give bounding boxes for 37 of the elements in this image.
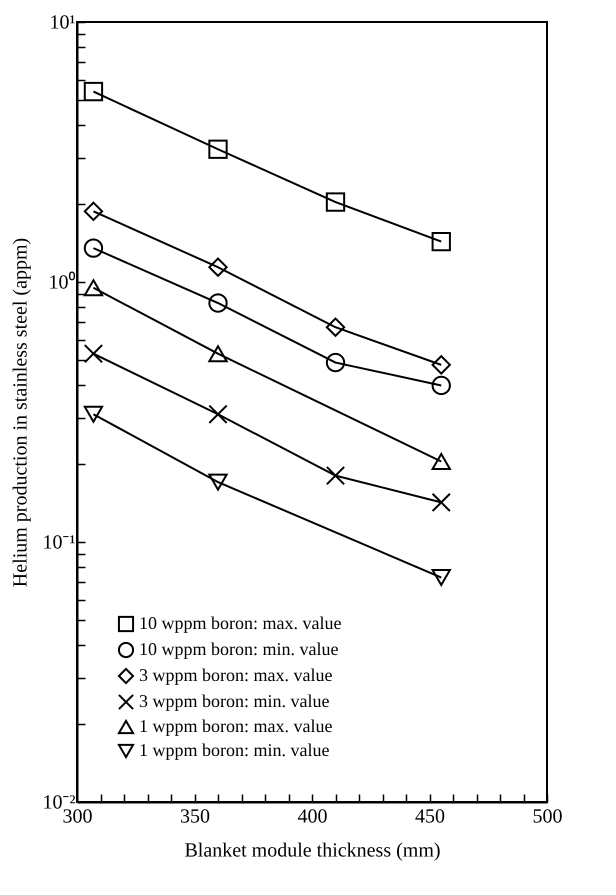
point	[208, 258, 228, 277]
point	[84, 82, 104, 102]
y-tick-label: 10⁰	[48, 270, 76, 294]
legend-label: 10 wppm boron: min. value	[139, 639, 338, 659]
legend-label: 3 wppm boron: max. value	[139, 665, 332, 685]
x-tick-label: 350	[180, 806, 210, 828]
x-tick-label: 400	[298, 806, 328, 828]
y-axis-title: Helium production in stainless steel (appm)	[10, 238, 32, 588]
point	[84, 238, 104, 258]
legend-label: 10 wppm boron: max. value	[139, 613, 342, 633]
point	[326, 192, 346, 212]
x-tick-label: 500	[532, 806, 562, 828]
x-tick-label: 450	[415, 806, 445, 828]
point	[432, 569, 451, 586]
legend-label: 1 wppm boron: max. value	[139, 716, 332, 736]
point	[432, 492, 451, 512]
y-tick-label: 10¹	[50, 12, 76, 34]
point	[84, 279, 104, 296]
point	[432, 355, 451, 375]
point	[208, 293, 228, 313]
point	[208, 404, 228, 424]
point	[432, 376, 451, 396]
point	[432, 452, 451, 470]
y-tick-label: 10⁻¹	[42, 532, 76, 554]
point	[208, 345, 228, 362]
x-axis-title: Blanket module thickness (mm)	[184, 840, 441, 862]
legend-label: 1 wppm boron: min. value	[139, 740, 330, 760]
point	[326, 352, 346, 372]
point	[432, 232, 451, 252]
legend-label: 3 wppm boron: min. value	[139, 691, 330, 711]
point	[326, 466, 346, 486]
point	[84, 344, 104, 364]
point	[208, 140, 228, 159]
point	[326, 318, 346, 337]
point	[84, 202, 104, 221]
point	[84, 406, 104, 423]
point	[208, 474, 228, 491]
